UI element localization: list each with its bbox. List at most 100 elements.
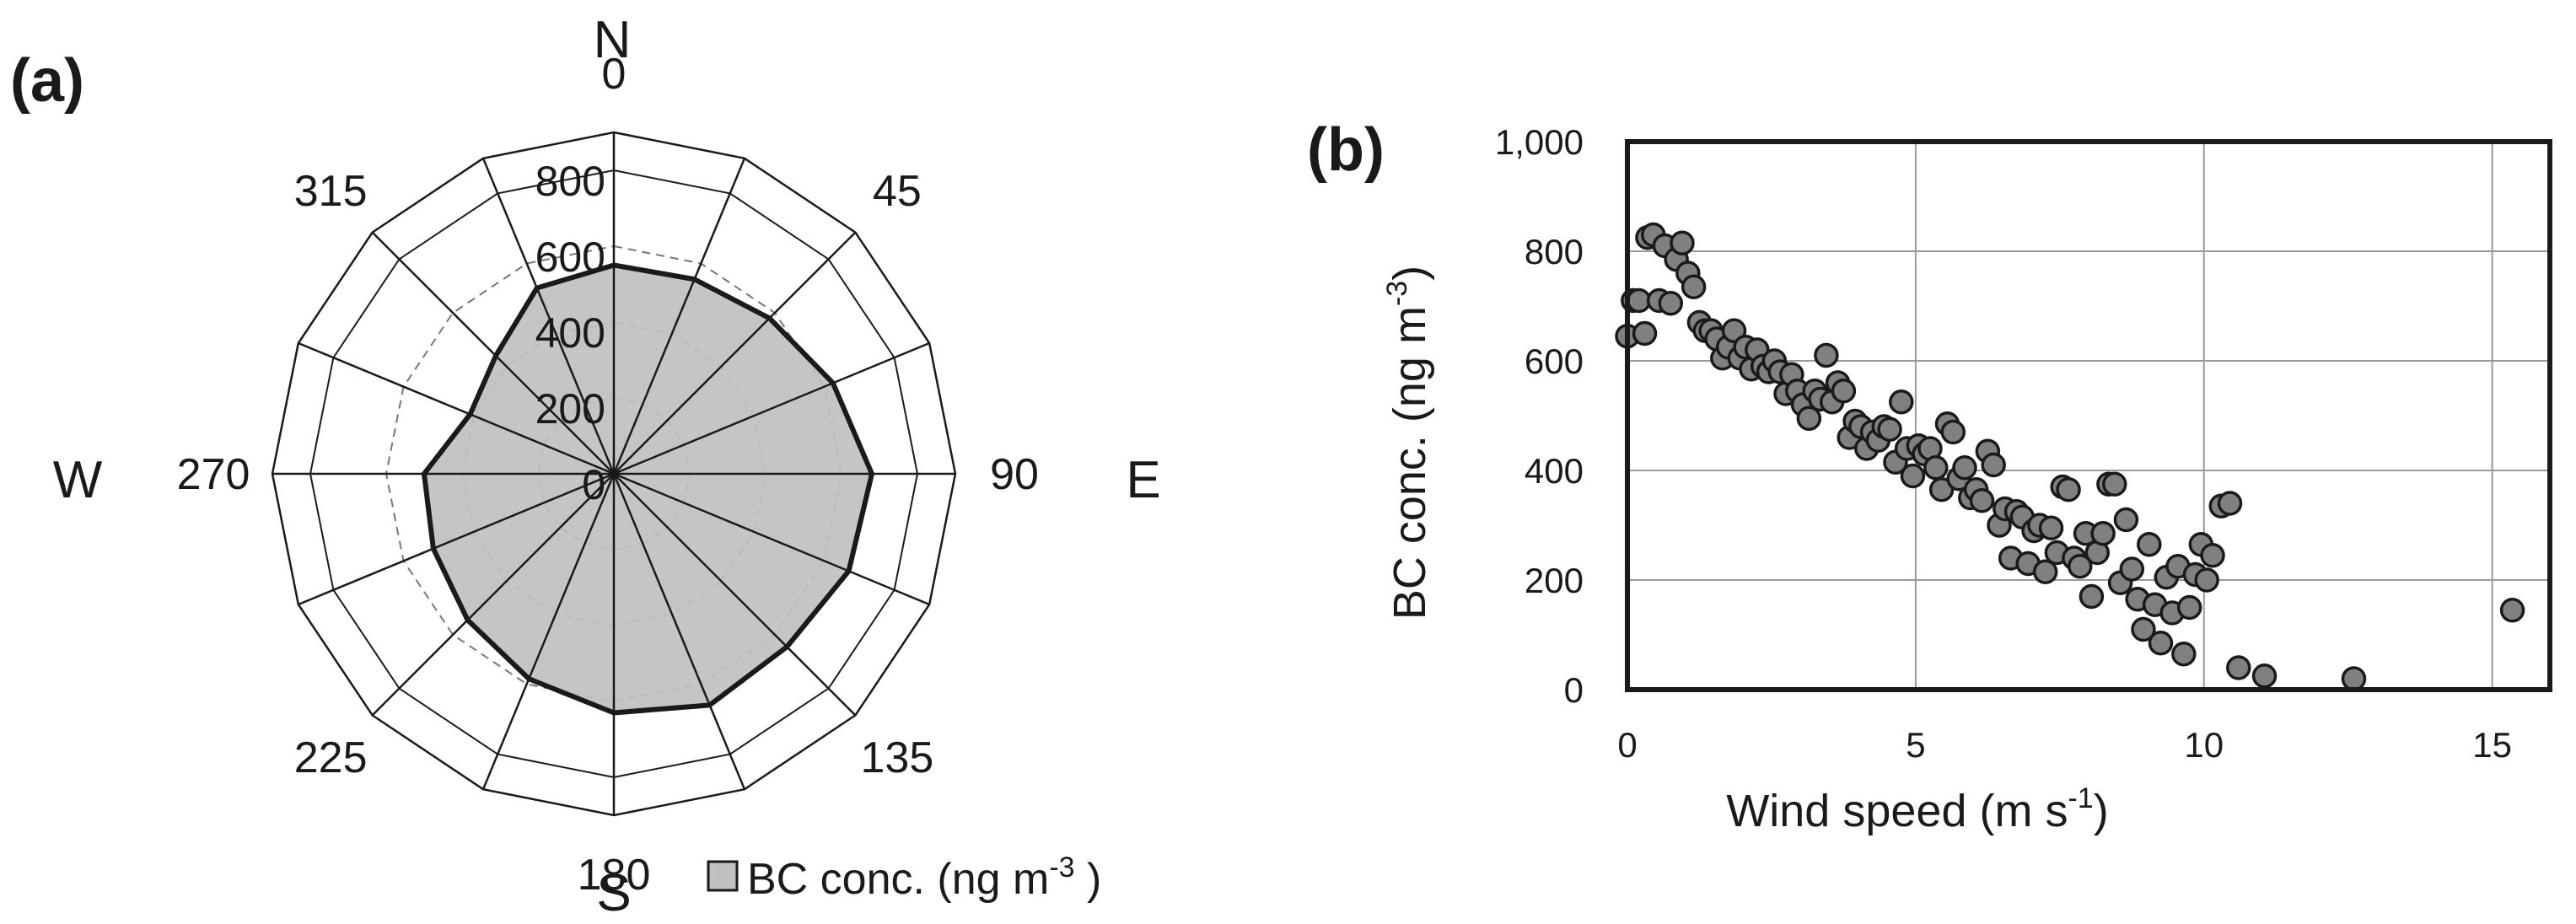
direction-spoke bbox=[298, 341, 615, 475]
direction-tick-label: 135 bbox=[860, 733, 933, 782]
data-point bbox=[1981, 452, 2006, 478]
x-axis-title: Wind speed (m s-1) bbox=[1726, 782, 2108, 836]
data-point bbox=[1923, 455, 1949, 481]
data-point bbox=[1632, 320, 1658, 346]
direction-tick-label: 315 bbox=[294, 167, 368, 216]
radial-tick-label: 600 bbox=[535, 234, 605, 281]
direction-spoke bbox=[481, 473, 616, 790]
x-tick-labels: 0 5 10 15 bbox=[1617, 725, 2512, 765]
polar-outer-ring bbox=[271, 131, 957, 817]
panel-label-b: (b) bbox=[1307, 116, 1385, 184]
direction-tick-labels: 0 45 90 135 180 225 270 315 bbox=[177, 50, 1039, 900]
direction-tick-label: 0 bbox=[602, 50, 627, 99]
data-point bbox=[2200, 543, 2225, 568]
data-point bbox=[2251, 663, 2278, 689]
panel-label-a: (a) bbox=[10, 47, 84, 115]
data-point bbox=[2032, 559, 2058, 584]
y-tick-label: 1,000 bbox=[1495, 122, 1584, 162]
direction-spoke bbox=[612, 158, 746, 475]
direction-tick-label: 45 bbox=[873, 167, 922, 216]
data-point bbox=[2171, 642, 2197, 667]
y-axis-title-superscript: -3 bbox=[1381, 281, 1413, 306]
direction-tick-label: 270 bbox=[177, 450, 250, 499]
data-point bbox=[1969, 488, 1995, 513]
scatter-points bbox=[1615, 222, 2525, 691]
data-point bbox=[1814, 342, 1839, 368]
x-tick-label: 15 bbox=[2472, 725, 2512, 765]
data-point bbox=[2090, 521, 2116, 546]
radial-tick-label: 0 bbox=[582, 461, 605, 508]
compass-north-label: N bbox=[594, 11, 632, 69]
x-axis-title-suffix: ) bbox=[2094, 786, 2109, 836]
direction-spoke bbox=[612, 473, 746, 790]
data-point bbox=[2137, 532, 2162, 557]
data-point bbox=[1928, 477, 1955, 502]
radial-tick-labels: 0 200 400 600 800 bbox=[535, 158, 605, 508]
legend-label-superscript: -3 bbox=[1049, 851, 1074, 884]
direction-spoke bbox=[371, 231, 615, 475]
data-point bbox=[1721, 318, 1747, 343]
direction-spoke bbox=[613, 472, 930, 606]
data-point bbox=[1796, 406, 1822, 431]
data-point bbox=[1889, 389, 1914, 415]
data-point bbox=[2148, 631, 2174, 656]
data-point bbox=[2067, 554, 2093, 579]
direction-spoke bbox=[298, 472, 615, 606]
data-point bbox=[2119, 556, 2145, 582]
outer-ring bbox=[271, 131, 957, 817]
data-point bbox=[1952, 455, 1977, 481]
data-point bbox=[1658, 291, 1684, 316]
data-point bbox=[1877, 416, 1902, 442]
data-point bbox=[2038, 515, 2064, 540]
direction-tick-label: 225 bbox=[294, 733, 368, 782]
data-point bbox=[2131, 616, 2156, 642]
plot-area-frame bbox=[1625, 139, 2552, 692]
y-tick-label: 600 bbox=[1525, 341, 1584, 381]
x-axis-title-superscript: -1 bbox=[2068, 782, 2093, 814]
x-axis-title-main: Wind speed (m s bbox=[1726, 786, 2068, 836]
data-point bbox=[2113, 507, 2139, 533]
direction-spoke bbox=[613, 341, 930, 475]
y-tick-label: 200 bbox=[1525, 561, 1584, 600]
x-tick-label: 10 bbox=[2184, 725, 2224, 765]
direction-spoke bbox=[371, 473, 615, 717]
data-point bbox=[1831, 379, 1857, 404]
radial-tick-label: 400 bbox=[535, 309, 605, 357]
data-point bbox=[2056, 477, 2081, 502]
data-point bbox=[2226, 655, 2251, 680]
direction-tick-label: 90 bbox=[990, 450, 1039, 499]
y-axis-title-main: BC conc. (ng m bbox=[1385, 306, 1435, 620]
compass-west-label: W bbox=[53, 451, 103, 509]
data-point bbox=[2194, 567, 2219, 593]
legend-label: BC conc. (ng m-3 ) bbox=[747, 851, 1101, 904]
data-point bbox=[1940, 419, 1966, 445]
data-point bbox=[1626, 287, 1652, 314]
y-tick-labels: 0 200 400 600 800 1,000 bbox=[1495, 122, 1584, 710]
x-tick-label: 0 bbox=[1617, 725, 1637, 765]
data-point bbox=[2102, 471, 2127, 497]
direction-spoke bbox=[613, 473, 857, 717]
data-point bbox=[2079, 583, 2105, 610]
y-tick-label: 0 bbox=[1564, 670, 1584, 710]
data-point bbox=[2176, 594, 2202, 620]
data-point bbox=[1670, 230, 1695, 255]
radial-tick-label: 800 bbox=[535, 158, 605, 205]
data-point bbox=[1681, 274, 1707, 299]
radial-tick-label: 200 bbox=[535, 385, 605, 432]
data-point bbox=[2499, 598, 2525, 623]
x-tick-label: 5 bbox=[1906, 725, 1925, 765]
legend: BC conc. (ng m-3 ) bbox=[707, 851, 1101, 904]
compass-east-label: E bbox=[1126, 451, 1160, 509]
data-point bbox=[1900, 463, 1926, 489]
compass-south-label: S bbox=[596, 864, 631, 922]
direction-spoke bbox=[481, 158, 616, 475]
direction-spoke bbox=[613, 231, 857, 475]
direction-tick-label: 180 bbox=[578, 851, 651, 900]
y-axis-title: BC conc. (ng m-3) bbox=[1381, 266, 1435, 620]
data-point bbox=[2341, 666, 2367, 691]
legend-label-suffix: ) bbox=[1075, 855, 1102, 904]
polar-spokes bbox=[272, 132, 955, 815]
scatter-chart: (b) 0 5 10 15 0 200 400 600 800 1,000 Wind speed… bbox=[1307, 116, 2552, 836]
polar-chart: (a) 0 45 90 135 180 225 270 315 0 200 400 600 800 N… bbox=[10, 11, 1161, 922]
